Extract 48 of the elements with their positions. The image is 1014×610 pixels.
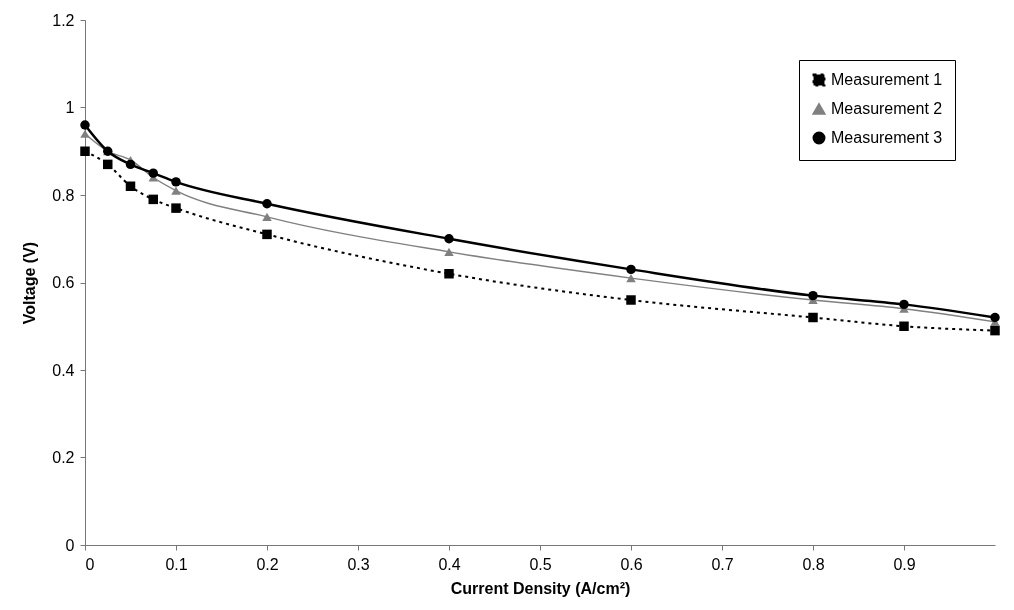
point: [171, 203, 181, 213]
point: [626, 264, 636, 275]
point: [444, 234, 454, 244]
y-tick-label: 0.6: [52, 274, 75, 291]
point: [125, 181, 136, 191]
y-tick-label: 0.2: [52, 449, 75, 466]
x-tick-label: 0.8: [802, 555, 825, 573]
point: [148, 194, 158, 205]
point: [125, 159, 136, 170]
legend-label: Measurement 2: [831, 100, 943, 117]
point: [80, 129, 90, 138]
x-tick-label: 0: [85, 555, 95, 573]
point: [899, 299, 909, 310]
point: [171, 186, 181, 195]
y-tick-label: 1.2: [52, 11, 75, 29]
legend-label: Measurement 3: [831, 129, 943, 146]
point: [262, 229, 272, 240]
point: [808, 312, 818, 323]
y-axis-title: Voltage (V): [21, 241, 39, 325]
x-tick-label: 0.2: [256, 555, 279, 573]
point: [80, 120, 90, 130]
legend-label: Measurement 1: [831, 71, 943, 88]
point: [626, 274, 636, 283]
y-tick-label: 1: [65, 99, 75, 116]
point: [148, 168, 158, 178]
point: [626, 295, 636, 305]
x-tick-label: 0.4: [438, 555, 461, 573]
point: [262, 212, 272, 221]
point: [899, 321, 909, 331]
point: [103, 159, 113, 170]
x-tick-label: 0.6: [620, 555, 643, 573]
y-tick-label: 0: [65, 536, 75, 554]
point: [444, 269, 454, 279]
point: [444, 247, 454, 256]
y-tick-label: 0.8: [52, 186, 75, 204]
point: [262, 199, 272, 209]
point: [990, 325, 1000, 336]
x-tick-label: 0.7: [711, 555, 734, 573]
point: [808, 290, 818, 301]
point: [80, 146, 90, 156]
x-tick-label: 0.9: [893, 555, 916, 573]
x-axis-title: Current Density (A/cm²): [450, 579, 631, 597]
x-tick-label: 0.1: [165, 555, 188, 573]
point: [171, 177, 181, 187]
x-tick-label: 0.3: [347, 555, 370, 573]
x-tick-label: 0.5: [529, 555, 552, 573]
point: [990, 312, 1000, 323]
y-tick-label: 0.4: [52, 361, 75, 379]
